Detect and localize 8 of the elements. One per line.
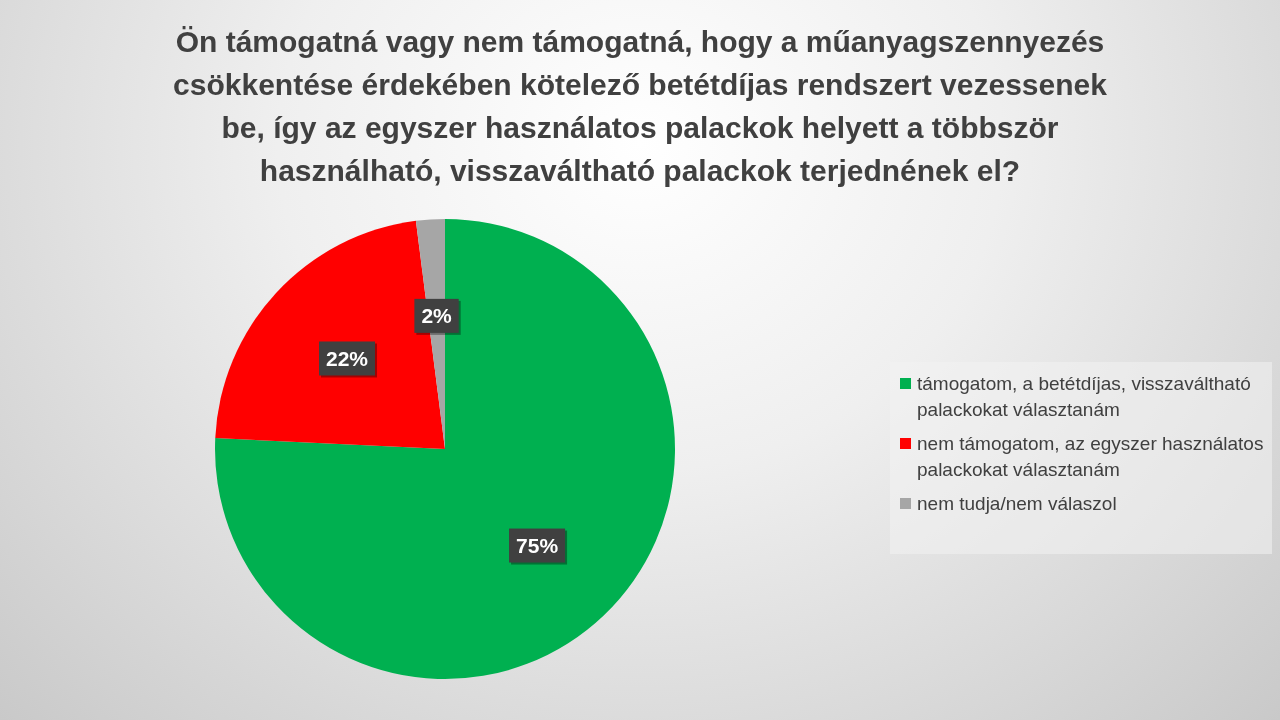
legend-label: támogatom, a betétdíjas, visszaváltható palackokat választanám (917, 373, 1251, 420)
data-label: 75% (516, 534, 559, 558)
legend-label: nem támogatom, az egyszer használatos palackokat választanám (917, 433, 1264, 480)
data-label: 2% (421, 304, 453, 328)
legend-label: nem tudja/nem válaszol (917, 493, 1117, 514)
pie-slice (215, 219, 675, 679)
chart-title: Ön támogatná vagy nem támogatná, hogy a műanyagszennyezés csökkentése érdekében kötelező betétdíjas rendszert vezessenek be, így az egyszer használatos palackok helyett a többször használható, visszaváltható palackok terjednének el? (173, 25, 1108, 187)
data-label: 22% (325, 346, 369, 370)
